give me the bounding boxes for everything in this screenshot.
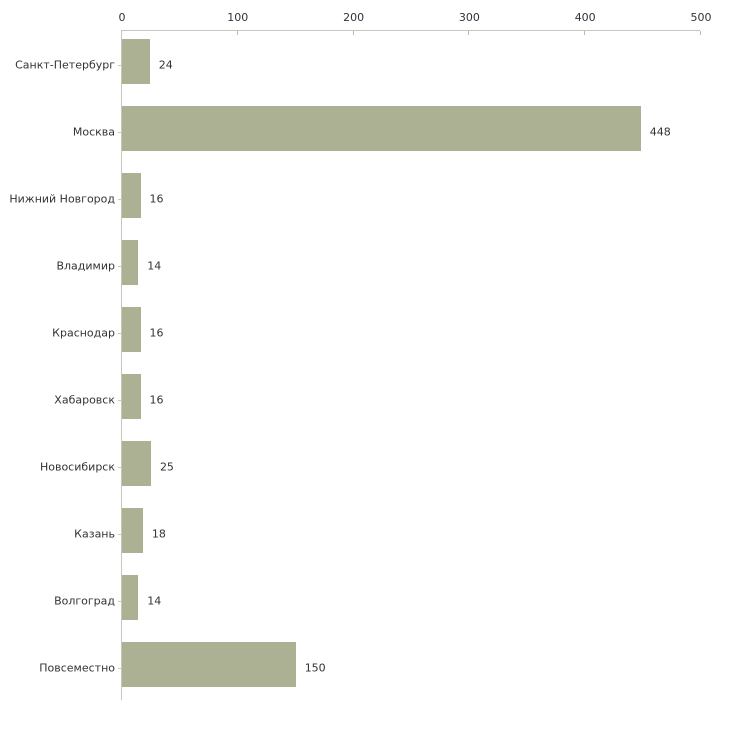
category-label: Повсеместно [39, 661, 115, 674]
x-axis-tick-mark [584, 31, 586, 35]
category-label: Казань [74, 527, 115, 540]
bar [122, 173, 141, 218]
category-tick-mark [118, 265, 122, 267]
category-label: Хабаровск [54, 393, 115, 406]
x-axis-tick-label: 300 [458, 11, 480, 24]
bar [122, 39, 150, 84]
bar-row: Владимир 14 [56, 232, 700, 299]
bar [122, 508, 143, 553]
bar-row: Москва 448 [73, 98, 700, 165]
value-label: 16 [149, 192, 164, 205]
x-axis-tick-label: 200 [343, 11, 365, 24]
category-label: Новосибирск [39, 460, 115, 473]
category-tick-mark [118, 131, 122, 133]
category-label: Краснодар [52, 326, 115, 339]
x-axis-tick-label: 500 [690, 11, 712, 24]
bar-row: Новосибирск 25 [40, 433, 700, 500]
bar-row: Волгоград 14 [54, 567, 700, 634]
category-tick-mark [118, 332, 122, 334]
bar [122, 307, 141, 352]
x-axis-tick-mark [700, 31, 701, 35]
bar-row: Повсеместно 150 [39, 634, 700, 701]
category-tick-mark [118, 667, 122, 669]
x-axis-tick-mark [352, 31, 354, 35]
bar [122, 374, 141, 419]
x-axis-tick-label: 400 [574, 11, 596, 24]
bar-row: Санкт-Петербург 24 [15, 31, 700, 98]
bar-row: Нижний Новгород 16 [9, 165, 700, 232]
category-tick-mark [118, 64, 122, 66]
value-label: 25 [159, 460, 174, 473]
x-axis-tick-mark [468, 31, 470, 35]
bar [122, 240, 139, 285]
bar [122, 575, 139, 620]
category-tick-mark [118, 600, 122, 602]
x-axis-tick-label: 0 [118, 11, 126, 24]
category-tick-mark [118, 533, 122, 535]
bar [122, 642, 296, 687]
category-label: Владимир [56, 259, 115, 272]
category-tick-mark [118, 466, 122, 468]
bar-row: Казань 18 [74, 500, 700, 567]
x-axis-tick-mark [236, 31, 238, 35]
category-label: Волгоград [54, 594, 115, 607]
category-tick-mark [118, 198, 122, 200]
bar [122, 441, 151, 486]
category-label: Санкт-Петербург [15, 58, 115, 71]
value-label: 16 [149, 393, 164, 406]
bar [122, 106, 641, 151]
value-label: 14 [147, 594, 162, 607]
value-label: 14 [147, 259, 162, 272]
value-label: 448 [649, 125, 671, 138]
bar-row: Хабаровск 16 [54, 366, 700, 433]
value-label: 18 [151, 527, 166, 540]
x-axis-tick-label: 100 [227, 11, 249, 24]
plot-area: 0 100 200 300 400 500 Санкт-Петербург 24 Москва 4… [9, 11, 712, 701]
bar-row: Краснодар 16 [52, 299, 700, 366]
category-label: Москва [72, 125, 115, 138]
value-label: 150 [304, 661, 326, 674]
value-label: 16 [149, 326, 164, 339]
category-tick-mark [118, 399, 122, 401]
category-label: Нижний Новгород [9, 192, 115, 205]
value-label: 24 [158, 58, 173, 71]
